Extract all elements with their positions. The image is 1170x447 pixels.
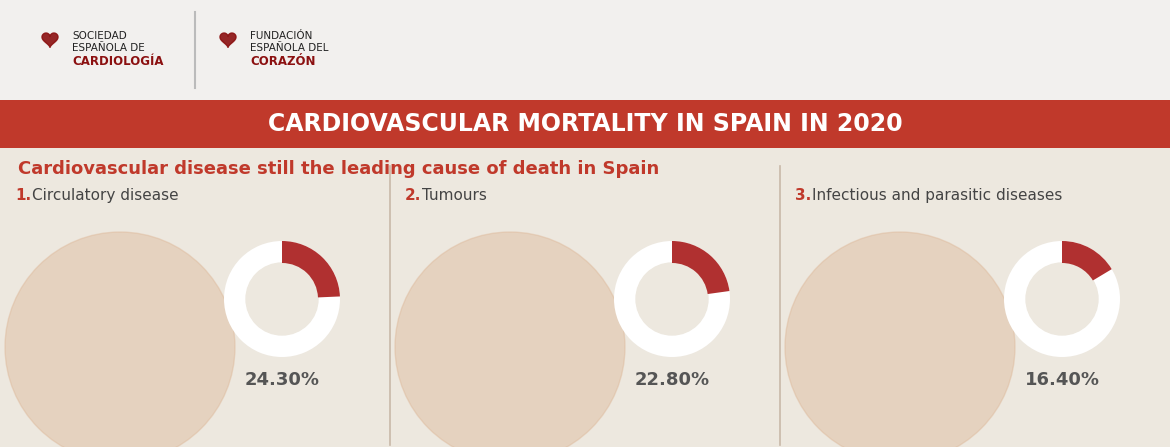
Circle shape (246, 263, 318, 335)
Text: SOCIEDAD: SOCIEDAD (73, 31, 126, 41)
Text: 2.: 2. (405, 188, 421, 203)
Wedge shape (1004, 241, 1120, 357)
FancyBboxPatch shape (0, 100, 1170, 148)
Text: ESPAÑOLA DEL: ESPAÑOLA DEL (250, 43, 329, 53)
Text: Cardiovascular disease still the leading cause of death in Spain: Cardiovascular disease still the leading… (18, 160, 659, 178)
Text: FUNDACIÓN: FUNDACIÓN (250, 31, 312, 41)
Circle shape (785, 232, 1016, 447)
FancyBboxPatch shape (0, 148, 1170, 447)
Text: Infectious and parasitic diseases: Infectious and parasitic diseases (812, 188, 1062, 203)
Text: ESPAÑOLA DE: ESPAÑOLA DE (73, 43, 145, 53)
Text: CARDIOLOGÍA: CARDIOLOGÍA (73, 55, 164, 68)
Wedge shape (672, 241, 729, 294)
Polygon shape (220, 33, 236, 47)
Polygon shape (42, 33, 58, 47)
Wedge shape (614, 241, 730, 357)
Wedge shape (282, 241, 340, 297)
Text: 3.: 3. (794, 188, 811, 203)
Text: 24.30%: 24.30% (245, 371, 319, 389)
Text: Tumours: Tumours (422, 188, 487, 203)
Circle shape (5, 232, 235, 447)
Circle shape (395, 232, 625, 447)
Text: 16.40%: 16.40% (1025, 371, 1100, 389)
FancyBboxPatch shape (0, 0, 1170, 100)
Text: Circulatory disease: Circulatory disease (32, 188, 179, 203)
Wedge shape (223, 241, 340, 357)
Circle shape (1026, 263, 1097, 335)
Text: 22.80%: 22.80% (634, 371, 709, 389)
Circle shape (636, 263, 708, 335)
Text: CORAZÓN: CORAZÓN (250, 55, 316, 68)
Text: CARDIOVASCULAR MORTALITY IN SPAIN IN 2020: CARDIOVASCULAR MORTALITY IN SPAIN IN 202… (268, 112, 902, 136)
Text: 1.: 1. (15, 188, 32, 203)
Wedge shape (1062, 241, 1112, 280)
